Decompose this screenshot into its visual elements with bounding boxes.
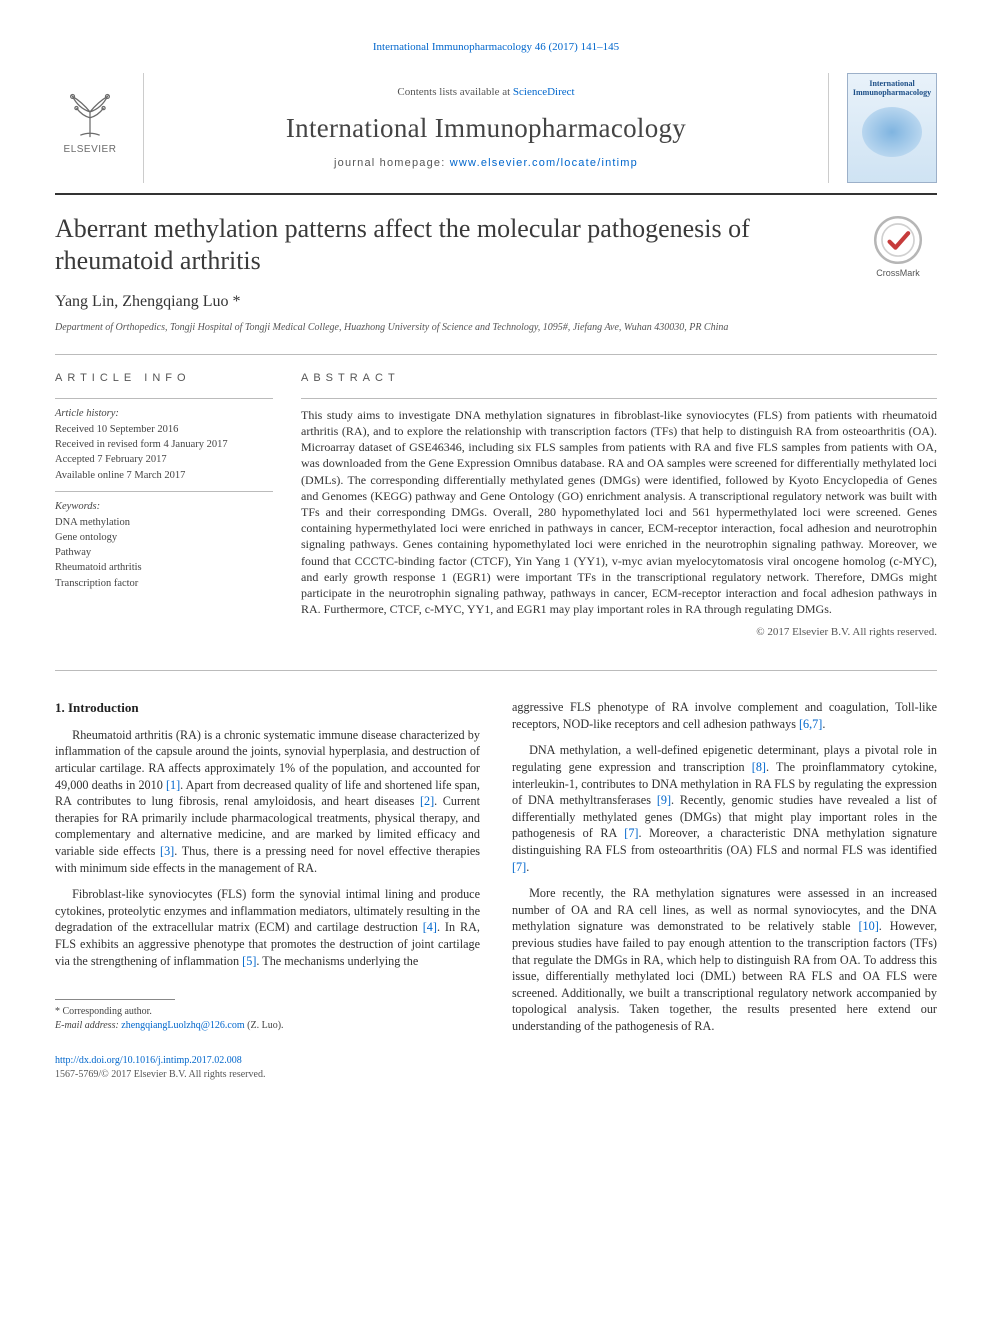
elsevier-tree-icon: [59, 79, 121, 141]
history-lines: Received 10 September 2016 Received in r…: [55, 423, 273, 483]
masthead-center: Contents lists available at ScienceDirec…: [143, 73, 829, 183]
running-head: International Immunopharmacology 46 (201…: [55, 40, 937, 55]
history-item: Accepted 7 February 2017: [55, 453, 273, 467]
footnote-block: * Corresponding author. E-mail address: …: [55, 1005, 480, 1032]
history-item: Received in revised form 4 January 2017: [55, 438, 273, 452]
column-right: aggressive FLS phenotype of RA involve c…: [512, 699, 937, 1081]
corresponding-email[interactable]: zhengqiangLuolzhq@126.com: [121, 1020, 244, 1031]
citation-ref[interactable]: [2]: [420, 794, 434, 808]
column-left: 1. Introduction Rheumatoid arthritis (RA…: [55, 699, 480, 1081]
abstract-text: This study aims to investigate DNA methy…: [301, 407, 937, 617]
sciencedirect-link[interactable]: ScienceDirect: [513, 86, 575, 98]
citation-ref[interactable]: [3]: [160, 844, 174, 858]
journal-cover-thumbnail: International Immunopharmacology: [847, 73, 937, 183]
info-abstract-row: article info Article history: Received 1…: [55, 354, 937, 640]
journal-name: International Immunopharmacology: [286, 110, 686, 146]
homepage-prefix: journal homepage:: [334, 157, 450, 169]
citation-ref[interactable]: [6,7]: [799, 717, 822, 731]
contents-available-line: Contents lists available at ScienceDirec…: [397, 85, 574, 100]
divider: [55, 491, 273, 492]
citation-ref[interactable]: [7]: [512, 860, 526, 874]
journal-homepage-line: journal homepage: www.elsevier.com/locat…: [334, 156, 638, 171]
corresponding-author: * Corresponding author.: [55, 1005, 480, 1019]
divider: [55, 398, 273, 399]
section-heading-intro: 1. Introduction: [55, 699, 480, 717]
contents-prefix: Contents lists available at: [397, 86, 512, 98]
bottom-meta: http://dx.doi.org/10.1016/j.intimp.2017.…: [55, 1054, 480, 1081]
citation-ref[interactable]: [1]: [166, 778, 180, 792]
affiliation: Department of Orthopedics, Tongji Hospit…: [55, 321, 937, 335]
crossmark-icon: [871, 213, 925, 267]
paragraph: aggressive FLS phenotype of RA involve c…: [512, 699, 937, 732]
abstract-copyright: © 2017 Elsevier B.V. All rights reserved…: [301, 625, 937, 640]
keyword: Rheumatoid arthritis: [55, 561, 273, 575]
authors: Yang Lin, Zhengqiang Luo *: [55, 291, 937, 313]
citation-ref[interactable]: [7]: [624, 826, 638, 840]
title-row: Aberrant methylation patterns affect the…: [55, 213, 937, 279]
doi-link[interactable]: http://dx.doi.org/10.1016/j.intimp.2017.…: [55, 1055, 242, 1066]
abstract-heading: abstract: [301, 371, 937, 386]
keyword: Transcription factor: [55, 577, 273, 591]
history-item: Available online 7 March 2017: [55, 469, 273, 483]
section-rule: [55, 670, 937, 671]
citation-ref[interactable]: [5]: [242, 954, 256, 968]
citation-ref[interactable]: [4]: [423, 920, 437, 934]
keywords-list: DNA methylation Gene ontology Pathway Rh…: [55, 516, 273, 591]
publisher-name: ELSEVIER: [64, 143, 117, 157]
citation-ref[interactable]: [10]: [858, 919, 878, 933]
paragraph: Fibroblast-like synoviocytes (FLS) form …: [55, 886, 480, 969]
keyword: DNA methylation: [55, 516, 273, 530]
citation-ref[interactable]: [8]: [752, 760, 766, 774]
email-suffix: (Z. Luo).: [245, 1020, 284, 1031]
citation-ref[interactable]: [9]: [657, 793, 671, 807]
publisher-logo: ELSEVIER: [55, 73, 125, 163]
paragraph: DNA methylation, a well-defined epigenet…: [512, 742, 937, 875]
crossmark-label: CrossMark: [876, 267, 920, 279]
history-item: Received 10 September 2016: [55, 423, 273, 437]
article-info-block: article info Article history: Received 1…: [55, 371, 273, 640]
cover-title: International Immunopharmacology: [852, 80, 932, 98]
cover-graphic: [862, 107, 922, 157]
footnote-rule: [55, 999, 175, 1000]
email-label: E-mail address:: [55, 1020, 121, 1031]
history-label: Article history:: [55, 407, 273, 421]
paragraph: More recently, the RA methylation signat…: [512, 885, 937, 1034]
article-title: Aberrant methylation patterns affect the…: [55, 213, 841, 276]
masthead: ELSEVIER Contents lists available at Sci…: [55, 73, 937, 195]
keyword: Pathway: [55, 546, 273, 560]
email-line: E-mail address: zhengqiangLuolzhq@126.co…: [55, 1019, 480, 1033]
citation-link[interactable]: International Immunopharmacology 46 (201…: [373, 41, 619, 53]
divider: [301, 398, 937, 399]
abstract-block: abstract This study aims to investigate …: [301, 371, 937, 640]
journal-homepage-link[interactable]: www.elsevier.com/locate/intimp: [450, 157, 638, 169]
keyword: Gene ontology: [55, 531, 273, 545]
article-info-heading: article info: [55, 371, 273, 386]
keywords-label: Keywords:: [55, 500, 273, 514]
crossmark-badge[interactable]: CrossMark: [859, 213, 937, 279]
paragraph: Rheumatoid arthritis (RA) is a chronic s…: [55, 727, 480, 876]
body-columns: 1. Introduction Rheumatoid arthritis (RA…: [55, 699, 937, 1081]
issn-copyright: 1567-5769/© 2017 Elsevier B.V. All right…: [55, 1068, 480, 1082]
